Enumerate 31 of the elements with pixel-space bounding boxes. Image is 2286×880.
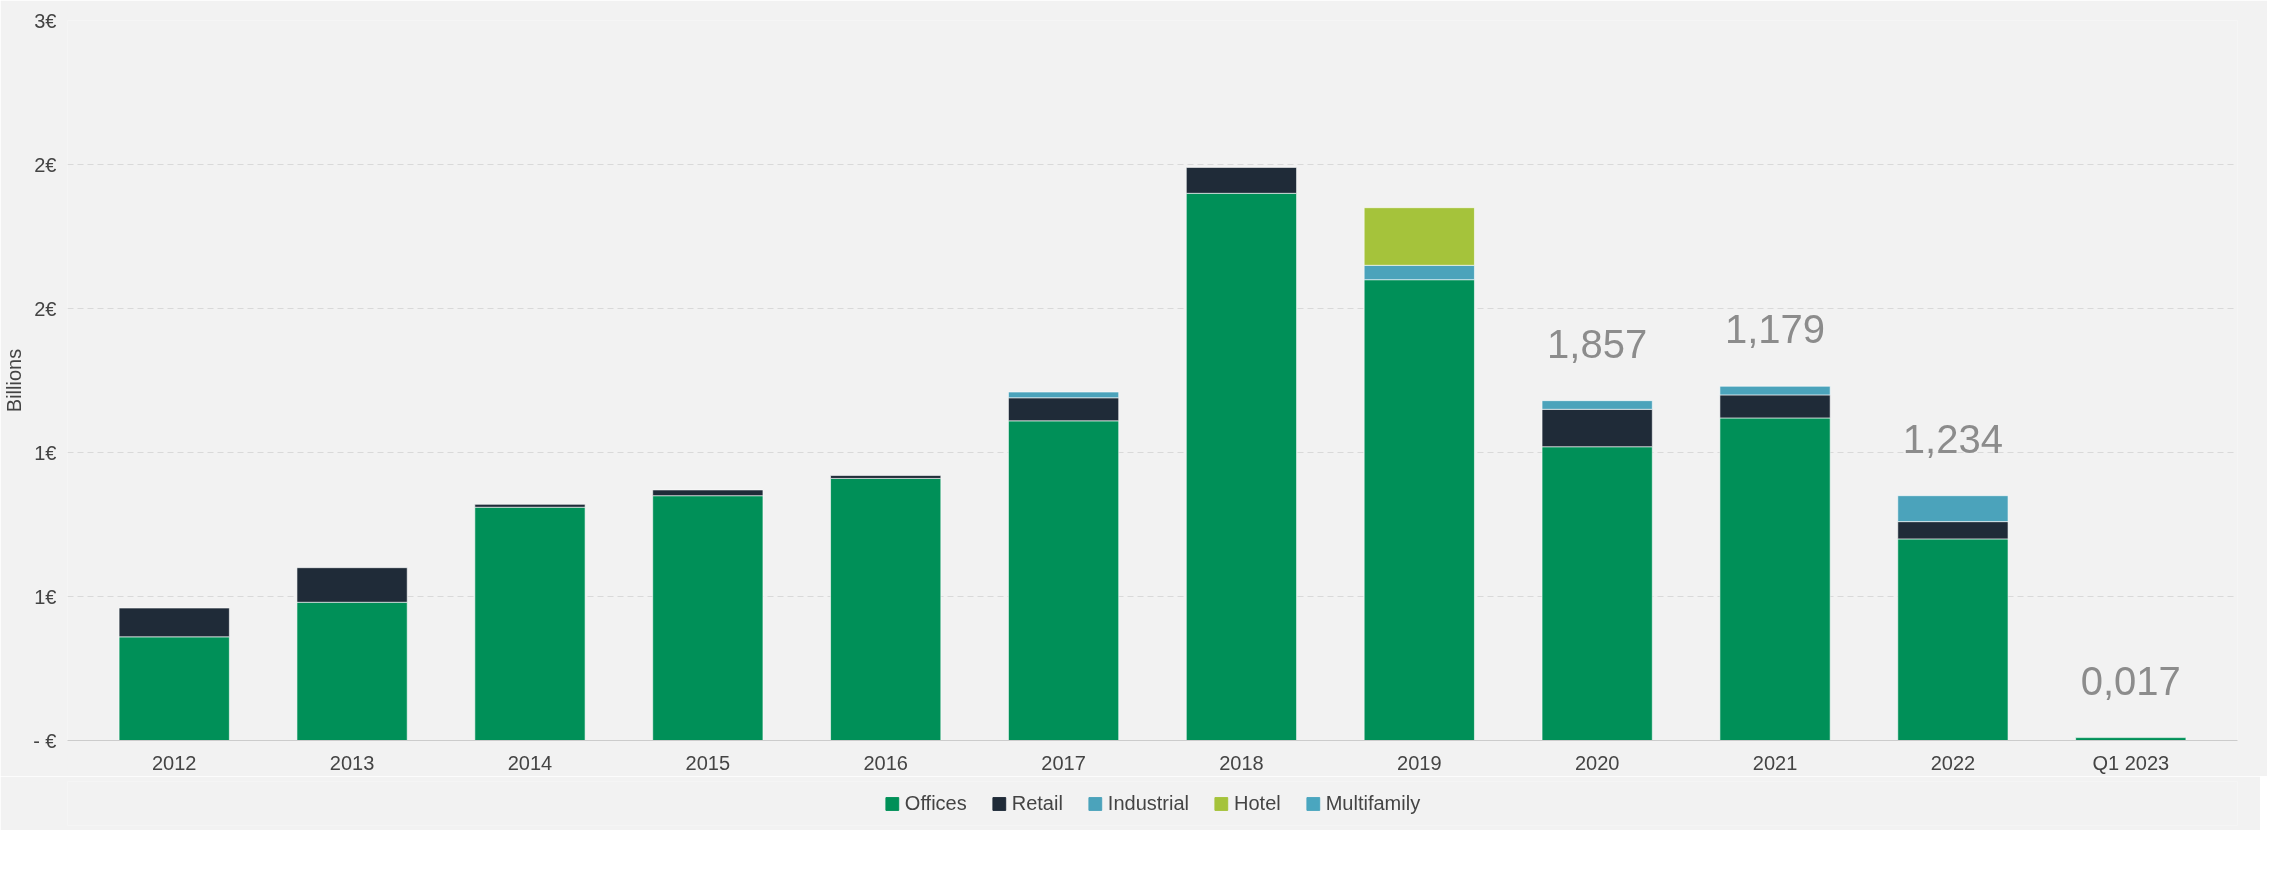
- y-tick-label: 3€: [34, 9, 57, 32]
- annotation: 1,179: [1724, 307, 1826, 352]
- x-tick-label: 2022: [1930, 751, 1976, 774]
- y-tick-label: 1€: [34, 441, 57, 464]
- x-tick-label: 2013: [329, 751, 375, 774]
- x-tick-label: 2012: [151, 751, 197, 774]
- x-tick-label: 2016: [863, 751, 908, 774]
- x-tick-label: 2019: [1397, 751, 1442, 774]
- annotation: 0,017: [2080, 658, 2181, 703]
- y-tick-label: 2€: [34, 153, 57, 176]
- x-tick-label: 2021: [1752, 751, 1798, 774]
- legend-label: Multifamily: [1325, 791, 1421, 815]
- y-axis-title: Billions: [3, 348, 26, 413]
- legend-label: Hotel: [1234, 791, 1281, 815]
- legend-label: Offices: [904, 791, 967, 815]
- y-tick-label: 1€: [34, 585, 57, 608]
- y-tick-label: 2€: [34, 297, 57, 320]
- bar: [2075, 737, 2187, 741]
- x-tick-label: 2017: [1041, 751, 1086, 774]
- annotation: 1,234: [1902, 416, 2003, 461]
- x-tick-label: 2018: [1219, 751, 1264, 774]
- legend-label: Retail: [1011, 791, 1063, 815]
- x-tick-label: 2014: [507, 751, 553, 774]
- x-tick-label: 2020: [1574, 751, 1620, 774]
- x-tick-label: Q1 2023: [2092, 751, 2170, 774]
- x-tick-label: 2015: [685, 751, 731, 774]
- y-tick-label: - €: [33, 729, 57, 752]
- bar: [474, 506, 586, 741]
- legend-label: Industrial: [1107, 791, 1190, 815]
- bar: [830, 478, 942, 741]
- annotation: 1,857: [1547, 321, 1648, 366]
